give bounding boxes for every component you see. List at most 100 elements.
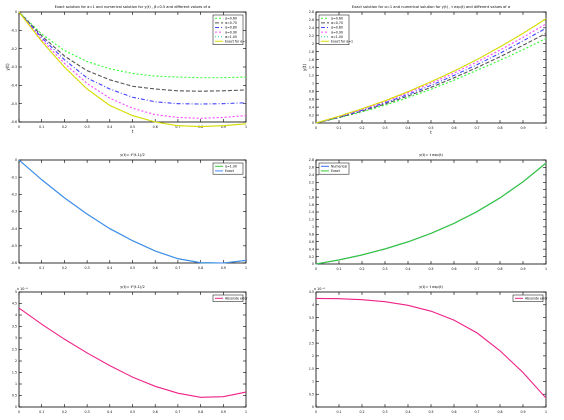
x-tick-label: 0 bbox=[18, 410, 20, 414]
chart-title: y(t)= t²(t-1)/2 bbox=[120, 153, 145, 157]
y-tick-label: 1 bbox=[312, 380, 314, 384]
y-tick-label: 0.5 bbox=[12, 394, 17, 398]
y-tick-label: -0.1 bbox=[11, 29, 17, 33]
x-tick-label: 0.3 bbox=[382, 126, 387, 130]
y-tick-label: -0.6 bbox=[11, 261, 17, 265]
x-tick-label: 0.5 bbox=[428, 267, 433, 271]
x-tick-label: 0 bbox=[315, 410, 317, 414]
series-line-1 bbox=[18, 159, 247, 264]
y-tick-label: 1 bbox=[312, 82, 314, 86]
x-tick-label: 0.2 bbox=[62, 410, 67, 414]
series-line-1 bbox=[315, 162, 547, 265]
y-tick-label: 1.8 bbox=[309, 50, 314, 54]
x-tick-label: 0.6 bbox=[153, 410, 158, 414]
x-tick-label: 0.3 bbox=[382, 410, 387, 414]
series-line-5 bbox=[315, 18, 547, 124]
x-tick-label: 0.6 bbox=[451, 267, 456, 271]
y-tick-label: 0.5 bbox=[309, 392, 314, 396]
legend-label: α=0.60 bbox=[331, 17, 343, 21]
y-tick-label: 2.4 bbox=[309, 26, 314, 30]
y-tick-label: 3 bbox=[312, 329, 314, 333]
x-tick-label: 0.3 bbox=[85, 125, 90, 129]
x-tick-label: 1 bbox=[245, 125, 247, 129]
y-tick-label: -0.3 bbox=[11, 65, 17, 69]
series-line-1 bbox=[315, 297, 547, 399]
x-tick-label: 0.1 bbox=[39, 266, 44, 270]
x-tick-label: 0.3 bbox=[85, 266, 90, 270]
x-tick-label: 0.4 bbox=[107, 266, 112, 270]
legend-box bbox=[212, 162, 244, 175]
y-tick-label: 3 bbox=[15, 336, 17, 340]
x-tick-label: 0 bbox=[315, 267, 317, 271]
x-tick-label: 0.4 bbox=[405, 410, 410, 414]
x-tick-label: 0.2 bbox=[62, 125, 67, 129]
y-tick-label: 0.6 bbox=[309, 240, 314, 244]
x-tick-label: 1 bbox=[545, 410, 547, 414]
legend-label: Numerical bbox=[331, 165, 347, 169]
x-tick-label: 0.7 bbox=[474, 126, 479, 130]
legend-label: α=0.90 bbox=[225, 30, 237, 34]
series-line-3 bbox=[315, 27, 547, 124]
x-tick-label: 1 bbox=[245, 410, 247, 414]
x-tick-label: 0 bbox=[315, 126, 317, 130]
chart-panel-1: 0 0.1 0.2 0.3 0.4 0.5 0.6 0.7 0.8 0.9 1-0.6-0.5-0.… bbox=[5, 5, 247, 134]
y-tick-label: -0.2 bbox=[11, 193, 17, 197]
series-line-2 bbox=[315, 162, 547, 265]
y-tick-label: 2.5 bbox=[309, 341, 314, 345]
legend-label: Exact bbox=[331, 169, 341, 173]
series-line-6 bbox=[18, 11, 247, 128]
y-tick-label: 0 bbox=[15, 405, 17, 409]
x-tick-label: 0.2 bbox=[359, 267, 364, 271]
chart-panel-2: 0 0.1 0.2 0.3 0.4 0.5 0.6 0.7 0.8 0.9 1 0 0.2 0.4 0.6 0… bbox=[302, 5, 547, 135]
series-line-3 bbox=[18, 11, 247, 105]
x-tick-label: 0.4 bbox=[405, 267, 410, 271]
chart-title: y(t)= t²(t-1)/2 bbox=[120, 285, 145, 289]
legend-label: α=0.70 bbox=[225, 21, 237, 25]
legend-label: α=0.80 bbox=[225, 26, 237, 30]
axes-frame bbox=[315, 159, 547, 265]
legend-box bbox=[212, 294, 244, 302]
x-tick-label: 0.5 bbox=[130, 266, 135, 270]
series-line-1 bbox=[315, 38, 547, 124]
chart-panel-5: 0 0.1 0.2 0.3 0.4 0.5 0.6 0.7 0.8 0.9 1 0 0.5 1 1.5 2 2.… bbox=[12, 285, 248, 414]
series-line-6 bbox=[315, 18, 547, 124]
y-tick-label: 1.6 bbox=[309, 203, 314, 207]
legend-box bbox=[512, 294, 544, 302]
x-tick-label: 0.9 bbox=[520, 267, 525, 271]
x-tick-label: 0.3 bbox=[85, 410, 90, 414]
x-tick-label: 0.1 bbox=[336, 410, 341, 414]
series-line-2 bbox=[18, 159, 247, 264]
x-tick-label: 0.9 bbox=[520, 126, 525, 130]
y-tick-label: 0.4 bbox=[309, 105, 314, 109]
y-exponent-label: x 10⁻⁴ bbox=[17, 287, 28, 291]
y-tick-label: 2.6 bbox=[309, 18, 314, 22]
y-tick-label: 2.6 bbox=[309, 166, 314, 170]
y-tick-label: 1.4 bbox=[309, 66, 314, 70]
y-tick-label: -0.3 bbox=[11, 210, 17, 214]
y-tick-label: 1.5 bbox=[309, 367, 314, 371]
x-tick-label: 0.5 bbox=[428, 126, 433, 130]
x-tick-label: 0.6 bbox=[451, 410, 456, 414]
x-tick-label: 0.7 bbox=[175, 410, 180, 414]
x-axis-label: t bbox=[430, 130, 432, 135]
series-line-1 bbox=[18, 307, 247, 398]
y-tick-label: 0.2 bbox=[309, 113, 314, 117]
y-tick-label: 1.2 bbox=[309, 74, 314, 78]
y-tick-label: -0.5 bbox=[11, 102, 17, 106]
y-tick-label: 4 bbox=[312, 303, 314, 307]
series-line-1 bbox=[18, 11, 247, 79]
x-tick-label: 0.7 bbox=[175, 266, 180, 270]
y-tick-label: 0.6 bbox=[309, 97, 314, 101]
chart-title: Exact solution for α=1 and numerical sol… bbox=[352, 5, 511, 9]
x-tick-label: 0 bbox=[18, 266, 20, 270]
legend-label: Exact bbox=[225, 169, 235, 173]
x-tick-label: 1 bbox=[545, 267, 547, 271]
y-tick-label: 4 bbox=[15, 313, 17, 317]
y-tick-label: 3.5 bbox=[12, 325, 17, 329]
x-tick-label: 0.9 bbox=[221, 125, 226, 129]
x-tick-label: 1 bbox=[545, 126, 547, 130]
